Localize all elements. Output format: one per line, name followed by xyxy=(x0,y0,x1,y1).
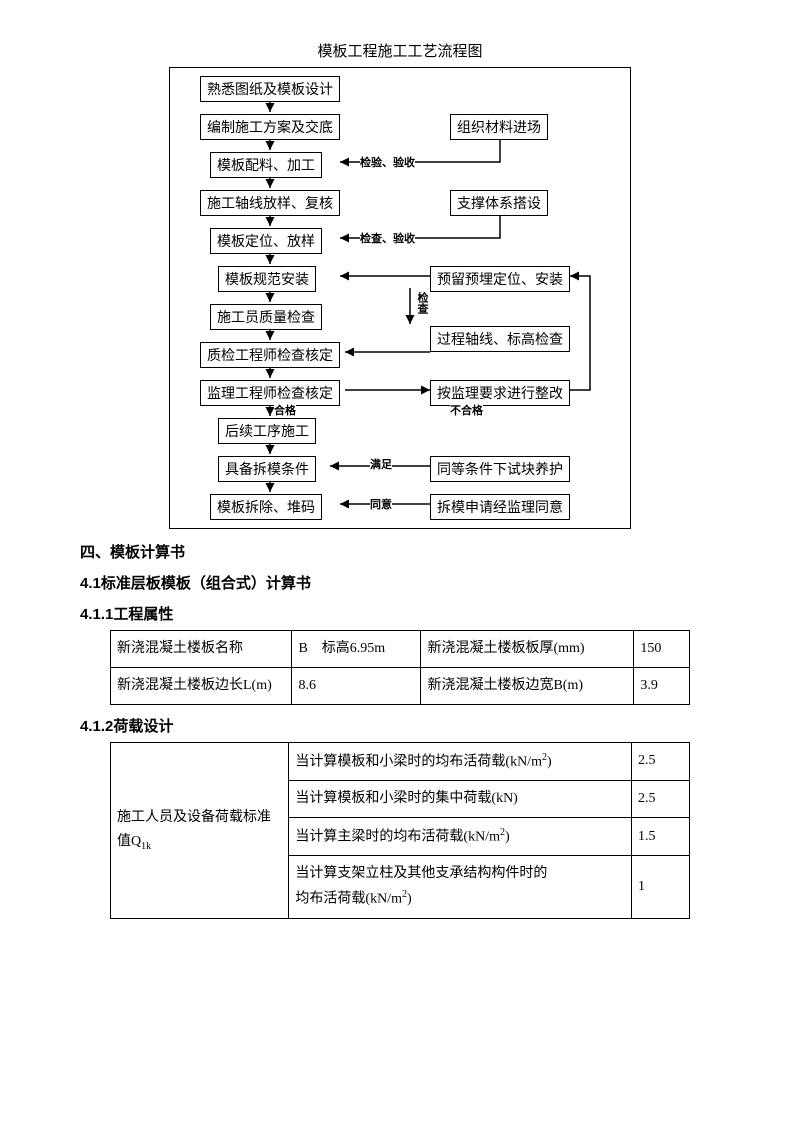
cell: B 标高6.95m xyxy=(292,631,421,668)
section-4-1-2: 4.1.2荷载设计 xyxy=(80,715,720,736)
flowchart: 熟悉图纸及模板设计 编制施工方案及交底 模板配料、加工 施工轴线放样、复核 模板… xyxy=(169,67,631,529)
subscript: 1k xyxy=(141,840,151,851)
node-n4: 施工轴线放样、复核 xyxy=(200,190,340,216)
cell: 新浇混凝土楼板名称 xyxy=(111,631,292,668)
cell: 当计算模板和小梁时的集中荷载(kN) xyxy=(289,781,632,818)
cell: 3.9 xyxy=(634,667,690,704)
node-n8: 质检工程师检查核定 xyxy=(200,342,340,368)
node-n6: 模板规范安装 xyxy=(218,266,316,292)
cell: 新浇混凝土楼板板厚(mm) xyxy=(421,631,634,668)
cell: 1.5 xyxy=(631,817,689,855)
flowchart-title: 模板工程施工工艺流程图 xyxy=(80,40,720,61)
edge-e6: 满足 xyxy=(370,456,392,472)
node-n11: 具备拆模条件 xyxy=(218,456,316,482)
edge-e3: 检查 xyxy=(414,292,430,314)
edge-e7: 同意 xyxy=(370,496,392,512)
cell: 当计算模板和小梁时的均布活荷载(kN/m2) xyxy=(289,742,632,780)
node-r1: 组织材料进场 xyxy=(450,114,548,140)
node-n5: 模板定位、放样 xyxy=(210,228,322,254)
node-r3: 预留预埋定位、安装 xyxy=(430,266,570,292)
cell: 8.6 xyxy=(292,667,421,704)
table-row: 新浇混凝土楼板边长L(m) 8.6 新浇混凝土楼板边宽B(m) 3.9 xyxy=(111,667,690,704)
section-4: 四、模板计算书 xyxy=(80,541,720,562)
cell-left: 施工人员及设备荷载标准值Q1k xyxy=(111,742,289,918)
table-row: 施工人员及设备荷载标准值Q1k 当计算模板和小梁时的均布活荷载(kN/m2) 2… xyxy=(111,742,690,780)
node-n3: 模板配料、加工 xyxy=(210,152,322,178)
cell: 新浇混凝土楼板边长L(m) xyxy=(111,667,292,704)
node-r2: 支撑体系搭设 xyxy=(450,190,548,216)
edge-e5: 不合格 xyxy=(450,402,483,418)
cell: 新浇混凝土楼板边宽B(m) xyxy=(421,667,634,704)
cell: 150 xyxy=(634,631,690,668)
cell: 2.5 xyxy=(631,781,689,818)
node-r4: 过程轴线、标高检查 xyxy=(430,326,570,352)
table-loads: 施工人员及设备荷载标准值Q1k 当计算模板和小梁时的均布活荷载(kN/m2) 2… xyxy=(110,742,690,919)
section-4-1-1: 4.1.1工程属性 xyxy=(80,603,720,624)
node-n12: 模板拆除、堆码 xyxy=(210,494,322,520)
edge-e4: 合格 xyxy=(274,402,296,418)
edge-e1: 检验、验收 xyxy=(360,154,415,170)
node-n1: 熟悉图纸及模板设计 xyxy=(200,76,340,102)
node-r7: 拆模申请经监理同意 xyxy=(430,494,570,520)
node-n7: 施工员质量检查 xyxy=(210,304,322,330)
node-n10: 后续工序施工 xyxy=(218,418,316,444)
node-r6: 同等条件下试块养护 xyxy=(430,456,570,482)
section-4-1: 4.1标准层板模板（组合式）计算书 xyxy=(80,572,720,593)
flowchart-container: 熟悉图纸及模板设计 编制施工方案及交底 模板配料、加工 施工轴线放样、复核 模板… xyxy=(80,67,720,529)
edge-e2: 检查、验收 xyxy=(360,230,415,246)
table-row: 新浇混凝土楼板名称 B 标高6.95m 新浇混凝土楼板板厚(mm) 150 xyxy=(111,631,690,668)
cell: 当计算主梁时的均布活荷载(kN/m2) xyxy=(289,817,632,855)
node-n2: 编制施工方案及交底 xyxy=(200,114,340,140)
table-properties: 新浇混凝土楼板名称 B 标高6.95m 新浇混凝土楼板板厚(mm) 150 新浇… xyxy=(110,630,690,705)
cell: 当计算支架立柱及其他支承结构构件时的 均布活荷载(kN/m2) xyxy=(289,856,632,918)
node-n9: 监理工程师检查核定 xyxy=(200,380,340,406)
cell: 1 xyxy=(631,856,689,918)
cell: 2.5 xyxy=(631,742,689,780)
